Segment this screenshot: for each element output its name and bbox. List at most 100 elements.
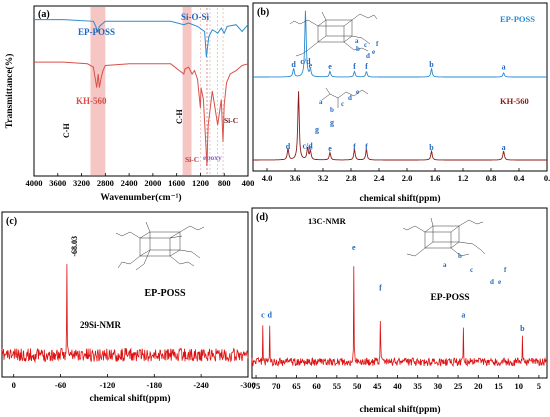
d-ep-poss-label: EP-POSS [430, 293, 469, 303]
h-nmr-peak-label: a [502, 143, 506, 152]
panel-b-1h-nmr: d c/de e f f b ad c/de e f f b a 4.0 3.6 3.2 2.8 2.4 2.0 1… [252, 2, 550, 204]
d-struct-c: c [470, 266, 473, 274]
d-poss-structure-icon [402, 217, 486, 257]
x-axis-title-c: chemical shift(ppm) [89, 393, 170, 404]
panel-c-label: (c) [6, 216, 17, 227]
x-tick-label-d: 40 [393, 381, 402, 391]
x-tick-label-d: 65 [292, 381, 301, 391]
kh-560-structure-icon [321, 87, 369, 108]
c-nmr-peak-label: b [520, 324, 525, 333]
ep-poss-structure-icon [289, 11, 378, 57]
x-tick-label-d: 15 [494, 381, 503, 391]
c-poss-structure-icon [115, 221, 205, 271]
b-struct-c: c [364, 41, 367, 49]
h-nmr-peak-label: d [286, 142, 291, 151]
x-axis-title-b: chemical shift(ppm) [359, 193, 440, 204]
x-tick-label-a: 1600 [168, 178, 185, 188]
c-nmr-peak-label: c [261, 311, 265, 320]
panel-b-label: (b) [257, 7, 269, 18]
b-struct-d: d [366, 52, 370, 60]
ftir-series-kh-560 [34, 61, 249, 166]
ftir-shaded-band [182, 7, 192, 175]
x-tick-label-d: 50 [353, 381, 362, 391]
x-tick-label-d: 5 [537, 381, 541, 391]
kh-560-label: KH-560 [76, 96, 107, 106]
x-tick-label-d: 30 [434, 381, 443, 391]
si-c-label-1: Si-C [224, 116, 238, 125]
x-tick-label-d: 25 [454, 381, 463, 391]
si-o-si-label: Si-O-Si [181, 12, 210, 22]
y-axis-title-a: Transmittance(%) [4, 54, 15, 129]
x-tick-label-a: 2400 [121, 178, 138, 188]
b-struct-b: b [356, 45, 360, 53]
x-tick-label-b: 3.6 [290, 173, 301, 183]
ch-label-1: C-H [62, 123, 71, 138]
panel-d-frame [251, 207, 548, 379]
b-kh-d: d [348, 94, 352, 102]
panel-a-ftir: 4000 3600 3200 2800 2400 2000 1600 1200 800 400 (… [4, 5, 254, 203]
h-nmr-peak-label: e [309, 61, 313, 70]
x-tick-label-b: 0. [544, 173, 550, 183]
panel-c-29si-nmr: 0 -60 -120 -180 -240 -300 (c) -68.03 EP-POSS … [1, 211, 256, 404]
x-tick-label-a: 800 [218, 178, 231, 188]
h-nmr-peak-label: d [291, 60, 296, 69]
x-tick-label-b: 1.6 [430, 173, 441, 183]
h-nmr-peak-label: e [309, 143, 313, 152]
x-tick-label-a: 2000 [144, 178, 161, 188]
x-tick-label-a: 3200 [73, 178, 90, 188]
b-kh-a: a [319, 98, 323, 106]
h-nmr-peak-label: f [365, 62, 368, 71]
epoxy-label: epoxy [203, 153, 222, 162]
c-nmr-peak-label: e [352, 243, 356, 252]
h-nmr-peak-label: a [502, 63, 506, 72]
c-nmr-peak-label: a [461, 311, 465, 320]
x-tick-label-b: 2.4 [374, 173, 385, 183]
d-struct-d: d [490, 278, 494, 286]
x-axis-title-d: chemical shift(ppm) [359, 404, 440, 415]
ftir-shaded-band [90, 7, 106, 175]
h-nmr-peak-label: c/d [300, 57, 311, 66]
h-nmr-peak-label: f [365, 142, 368, 151]
b-kh-g2: g [315, 125, 319, 134]
x-tick-label-c: 0 [12, 380, 16, 390]
d-struct-a: a [443, 261, 447, 269]
d-struct-f: f [504, 266, 507, 274]
x-tick-label-b: 2.0 [402, 173, 413, 183]
b-struct-a: a [355, 37, 359, 45]
h-nmr-peak-label: f [353, 62, 356, 71]
d-struct-b: b [458, 252, 462, 260]
b-kh-b: b [330, 106, 334, 114]
panel-b-frame [252, 2, 548, 172]
c-nmr-series [251, 266, 548, 368]
x-tick-label-a: 1200 [192, 178, 209, 188]
x-tick-label-d: 70 [272, 381, 281, 391]
panel-d-label: (d) [256, 212, 268, 223]
b-kh-g: g [330, 118, 334, 127]
d-c-nmr-label: 13C-NMR [308, 216, 347, 226]
x-tick-label-b: 0.8 [486, 173, 497, 183]
h-nmr-peak-label: b [429, 143, 434, 152]
b-struct-f: f [376, 40, 379, 48]
x-tick-label-c: -240 [193, 380, 209, 390]
x-tick-label-b: 4.0 [262, 173, 273, 183]
c-si-nmr-label: 29Si-NMR [80, 320, 121, 330]
h-nmr-peak-label: e [328, 144, 332, 153]
x-tick-label-a: 4000 [26, 178, 43, 188]
x-tick-label-d: 35 [413, 381, 422, 391]
h-nmr-peak-label: f [353, 142, 356, 151]
c-ep-poss-label: EP-POSS [144, 288, 186, 299]
x-tick-label-b: 1.2 [458, 173, 469, 183]
x-tick-label-b: 0.4 [514, 173, 525, 183]
h-nmr-series-kh-560 [253, 91, 547, 161]
x-tick-label-c: -300 [240, 380, 256, 390]
si-nmr-series [1, 264, 249, 364]
panel-a-label: (a) [38, 9, 50, 20]
h-nmr-peak-label: e [328, 62, 332, 71]
b-kh-560-label: KH-560 [500, 96, 529, 106]
b-kh-c: c [341, 100, 344, 108]
x-tick-label-a: 2800 [97, 178, 114, 188]
h-nmr-peak-label: b [429, 60, 434, 69]
h-nmr-peak-label: c/d [302, 142, 313, 151]
si-c-label-2: Si-C [185, 155, 199, 164]
